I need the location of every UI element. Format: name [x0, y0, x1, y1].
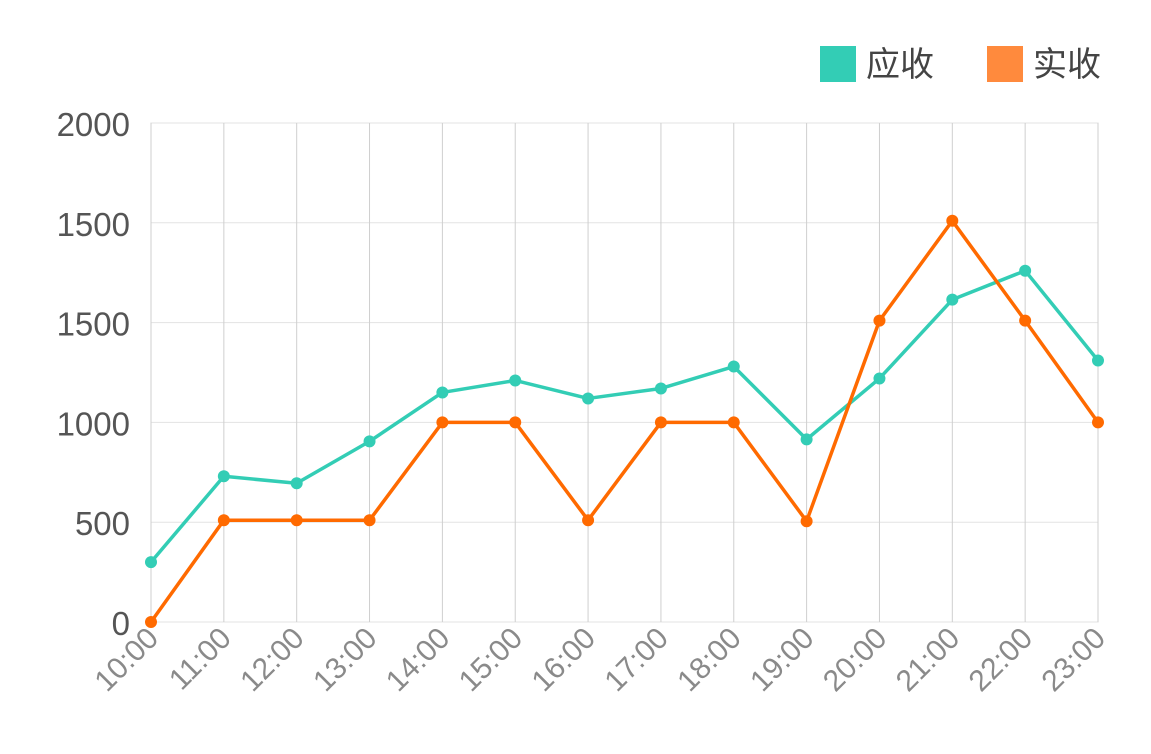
x-tick-label: 12:00 — [234, 622, 310, 698]
y-tick-label: 0 — [112, 605, 130, 642]
data-point — [727, 416, 740, 429]
data-point — [363, 514, 376, 527]
data-point — [509, 374, 522, 387]
data-point — [654, 382, 667, 395]
data-point — [582, 392, 595, 405]
data-point — [217, 470, 230, 483]
data-point — [800, 433, 813, 446]
y-tick-label: 1500 — [57, 306, 130, 343]
plot-area — [150, 122, 1099, 623]
data-point — [946, 293, 959, 306]
x-tick-label: 17:00 — [598, 622, 674, 698]
y-tick-label: 1000 — [57, 405, 130, 442]
x-tick-label: 23:00 — [1036, 622, 1112, 698]
x-tick-label: 21:00 — [890, 622, 966, 698]
y-tick-label: 500 — [75, 505, 130, 542]
data-point — [1092, 416, 1104, 429]
data-point — [509, 416, 522, 429]
data-point — [217, 514, 230, 527]
x-tick-label: 22:00 — [963, 622, 1039, 698]
data-point — [800, 515, 813, 528]
data-point — [436, 416, 449, 429]
legend-label[interactable]: 应收 — [866, 45, 934, 85]
data-point — [1019, 314, 1032, 327]
data-point — [1019, 264, 1032, 277]
x-tick-label: 20:00 — [817, 622, 893, 698]
legend-swatch[interactable] — [820, 46, 856, 82]
data-point — [436, 386, 449, 399]
data-point — [582, 514, 595, 527]
y-tick-label: 1500 — [57, 206, 130, 243]
data-point — [363, 435, 376, 448]
data-point — [873, 314, 886, 327]
series-line-0 — [149, 268, 1100, 564]
x-tick-label: 18:00 — [671, 622, 747, 698]
x-tick-label: 15:00 — [453, 622, 529, 698]
data-point — [145, 556, 157, 569]
data-point — [290, 514, 303, 527]
x-tick-label: 11:00 — [163, 622, 238, 697]
data-point — [946, 214, 959, 227]
x-tick-label: 16:00 — [526, 622, 602, 698]
x-tick-label: 14:00 — [380, 622, 456, 698]
x-tick-label: 13:00 — [307, 622, 383, 698]
legend-swatch[interactable] — [987, 46, 1023, 82]
data-point — [145, 616, 157, 628]
data-point — [654, 416, 667, 429]
y-tick-label: 2000 — [57, 106, 130, 143]
data-point — [1092, 354, 1104, 367]
data-point — [727, 360, 740, 373]
series-line-1 — [149, 219, 1100, 624]
data-point — [290, 477, 303, 490]
legend-label[interactable]: 实收 — [1033, 45, 1101, 85]
data-point — [873, 372, 886, 385]
x-tick-label: 19:00 — [744, 622, 820, 698]
